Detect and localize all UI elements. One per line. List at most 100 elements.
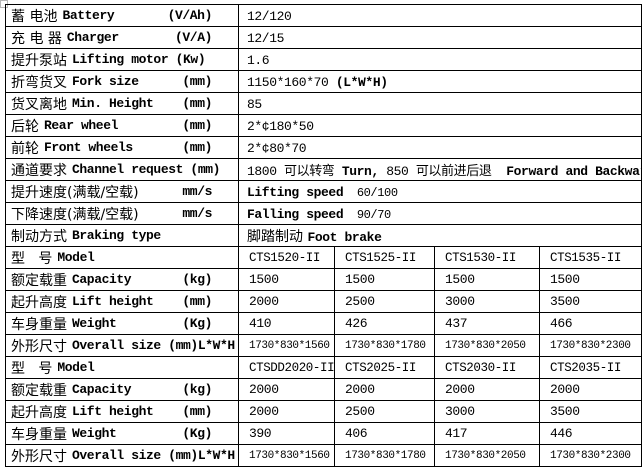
label-en: Overall size (mm)L*W*H [72, 338, 235, 353]
spec-label-cell: 提升速度(满载/空载) mm/s [5, 180, 239, 203]
spec-label-cell: 后轮 Rear wheel (mm) [5, 114, 239, 137]
spec-value-cell: 85 [237, 92, 643, 115]
value-text: 12/15 [247, 30, 285, 46]
model-value-cell: 1730*830*2300 [538, 334, 643, 357]
label-cn: 额定载重 [11, 272, 67, 289]
value-bold: Foot brake [307, 229, 382, 245]
spec-row-lifting-motor: 提升泵站 Lifting motor (Kw) 1.6 [5, 48, 643, 71]
label-en: Rear wheel [44, 118, 119, 133]
model-value-cell: CTS1535-II [538, 246, 643, 269]
label-unit: (mm) [182, 118, 212, 133]
model-value-cell: 2000 [434, 378, 540, 401]
spec-value-cell: 1.6 [237, 48, 643, 71]
label-unit: (Kg) [182, 426, 212, 441]
spec-row-lifting-speed: 提升速度(满载/空载) mm/s Lifting speed 60/100 [5, 180, 643, 203]
spec-label-cell: 下降速度(满载/空载) mm/s [5, 202, 239, 225]
label-unit: (V/Ah) [167, 8, 213, 23]
spec-label-cell: 折弯货叉 Fork size (mm) [5, 70, 239, 93]
label-unit: (mm) [182, 96, 212, 111]
spec-value-cell: Falling speed 90/70 [237, 202, 643, 225]
value-text: 1800 可以转弯 [247, 163, 342, 179]
label-en: Battery [62, 8, 115, 23]
value-bold: Lifting speed [247, 184, 344, 200]
model-value-cell: CTS2025-II [334, 356, 435, 379]
label-cn: 提升速度(满载/空载) [11, 184, 139, 201]
label-unit: (mm) [182, 140, 212, 155]
label-en: Channel request (mm) [72, 162, 221, 177]
label-en: Model [57, 250, 95, 265]
label-cn: 折弯货叉 [11, 74, 67, 91]
spec-label-cell: 货叉离地 Min. Height (mm) [5, 92, 239, 115]
spec-row-fork-size: 折弯货叉 Fork size (mm) 1150*160*70 (L*W*H) [5, 70, 643, 93]
spec-row-front-wheels: 前轮 Front wheels (mm) 2*¢80*70 [5, 136, 643, 159]
label-unit: (mm) [182, 74, 212, 89]
model-value-cell: 2500 [334, 290, 435, 313]
label-unit: (mm) [182, 404, 212, 419]
label-cn: 后轮 [11, 118, 39, 135]
spec-label-cell: 通道要求 Channel request (mm) [5, 158, 239, 181]
spec-label-cell: 外形尺寸 Overall size (mm)L*W*H [5, 334, 239, 357]
spec-value-cell: 2*¢180*50 [237, 114, 643, 137]
capacity-row: 额定载重 Capacity (kg) 2000 2000 2000 2000 [5, 378, 643, 401]
label-unit: mm/s [182, 184, 212, 199]
model-value-cell: 410 [238, 312, 335, 335]
model-value-cell: 1500 [238, 268, 335, 291]
model-value-cell: CTS2030-II [434, 356, 540, 379]
overall-size-row: 外形尺寸 Overall size (mm)L*W*H 1730*830*1560… [5, 444, 643, 467]
value-text: 1.6 [247, 52, 270, 68]
label-en: Weight [72, 426, 117, 441]
spec-row-charger: 充 电 器 Charger (V/A) 12/15 [5, 26, 643, 49]
spec-label-cell: 型 号 Model [5, 246, 239, 269]
label-en: Capacity [72, 272, 132, 287]
spec-row-battery: 蓄 电池 Battery (V/Ah) 12/120 [5, 4, 643, 27]
value-text: 850 可以前进后退 [378, 163, 507, 179]
spec-row-rear-wheel: 后轮 Rear wheel (mm) 2*¢180*50 [5, 114, 643, 137]
lift-height-row: 起升高度 Lift height (mm) 2000 2500 3000 3500 [5, 290, 643, 313]
model-value-cell: 437 [434, 312, 540, 335]
model-value-cell: 2000 [238, 378, 335, 401]
spec-label-cell: 额定载重 Capacity (kg) [5, 268, 239, 291]
spec-label-cell: 前轮 Front wheels (mm) [5, 136, 239, 159]
spec-label-cell: 外形尺寸 Overall size (mm)L*W*H [5, 444, 239, 467]
model-value-cell: 3000 [434, 290, 540, 313]
value-text: 脚踏制动 [247, 228, 308, 245]
model-value-cell: 2000 [334, 378, 435, 401]
model-value-cell: 426 [334, 312, 435, 335]
model-value-cell: 1730*830*2300 [538, 444, 643, 467]
model-value-cell: 1730*830*1780 [334, 334, 435, 357]
model-row: 型 号 Model CTSDD2020-II CTS2025-II CTS2030… [5, 356, 643, 379]
model-value-cell: 3500 [538, 400, 643, 423]
label-cn: 车身重量 [11, 426, 67, 443]
label-en: Capacity [72, 382, 132, 397]
model-value-cell: CTS1525-II [334, 246, 435, 269]
model-value-cell: 2000 [238, 290, 335, 313]
label-cn: 外形尺寸 [11, 448, 67, 465]
value-bold: Falling speed [247, 206, 344, 222]
label-en: Weight [72, 316, 117, 331]
label-unit: (kg) [182, 272, 212, 287]
value-text: 60/100 [343, 185, 398, 200]
model-value-cell: 1500 [334, 268, 435, 291]
label-cn: 提升泵站 [11, 52, 67, 69]
label-en: Lift height [72, 404, 154, 419]
value-text: 90/70 [343, 207, 391, 222]
label-en: Fork size [72, 74, 139, 89]
model-value-cell: 390 [238, 422, 335, 445]
spec-row-min-height: 货叉离地 Min. Height (mm) 85 [5, 92, 643, 115]
model-value-cell: 1730*830*2050 [434, 444, 540, 467]
value-bold: (L*W*H) [335, 74, 388, 90]
value-text: 1150*160*70 [247, 74, 336, 90]
spec-row-braking-type: 制动方式 Braking type 脚踏制动 Foot brake [5, 224, 643, 247]
model-value-cell: CTSDD2020-II [238, 356, 335, 379]
model-value-cell: 1730*830*2050 [434, 334, 540, 357]
label-unit: (kg) [182, 382, 212, 397]
model-row: 型 号 Model CTS1520-II CTS1525-II CTS1530-I… [5, 246, 643, 269]
model-value-cell: CTS2035-II [538, 356, 643, 379]
value-bold: Turn, [341, 163, 379, 179]
label-cn: 蓄 电池 [11, 8, 58, 25]
spec-label-cell: 起升高度 Lift height (mm) [5, 400, 239, 423]
spec-label-cell: 车身重量 Weight (Kg) [5, 312, 239, 335]
label-cn: 起升高度 [11, 404, 67, 421]
model-value-cell: CTS1520-II [238, 246, 335, 269]
